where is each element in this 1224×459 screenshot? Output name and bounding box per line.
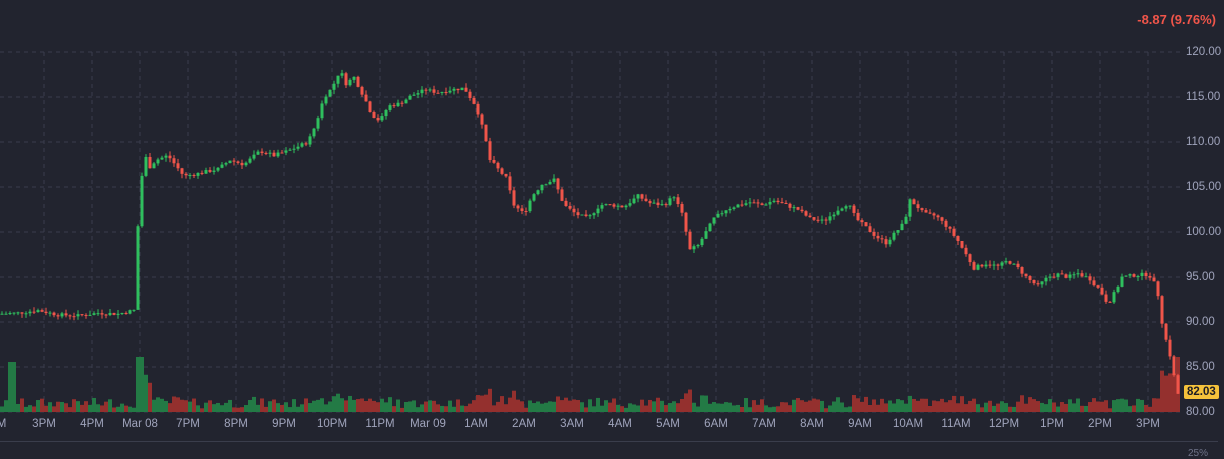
time-tick-label: 10PM xyxy=(316,418,348,430)
last-price-badge: 82.03 xyxy=(1184,385,1219,399)
price-tick-label: 85.00 xyxy=(1186,361,1215,373)
time-tick-label: 11PM xyxy=(365,418,395,430)
time-tick-label: 10AM xyxy=(892,418,924,430)
time-tick-label: 8AM xyxy=(800,418,824,430)
time-tick-label: 7PM xyxy=(176,418,200,430)
time-tick-label: M xyxy=(0,418,7,430)
price-tick-label: 90.00 xyxy=(1186,316,1215,328)
time-tick-label: 3PM xyxy=(1136,418,1160,430)
time-tick-label: 9AM xyxy=(848,418,872,430)
time-tick-label: 1AM xyxy=(464,418,488,430)
price-tick-label: 105.00 xyxy=(1186,181,1222,193)
time-tick-label: 12PM xyxy=(988,418,1020,430)
price-tick-label: 80.00 xyxy=(1186,406,1215,418)
price-change-label: -8.87 (9.76%) xyxy=(1137,12,1216,27)
time-tick-label: 6AM xyxy=(704,418,728,430)
time-tick-label: 7AM xyxy=(752,418,776,430)
price-tick-label: 95.00 xyxy=(1186,271,1215,283)
price-tick-label: 110.00 xyxy=(1186,136,1221,148)
time-tick-label: 1PM xyxy=(1040,418,1064,430)
time-tick-label: 2AM xyxy=(512,418,536,430)
time-tick-label: 5AM xyxy=(656,418,680,430)
price-tick-label: 100.00 xyxy=(1186,226,1222,238)
time-tick-label: 4AM xyxy=(608,418,632,430)
time-tick-label: 8PM xyxy=(224,418,248,430)
time-tick-label: 3PM xyxy=(32,418,56,430)
time-tick-label: 9PM xyxy=(272,418,296,430)
time-tick-label: 3AM xyxy=(560,418,584,430)
price-tick-label: 120.00 xyxy=(1186,46,1222,58)
time-tick-label: 4PM xyxy=(80,418,104,430)
time-tick-label: Mar 09 xyxy=(410,418,446,430)
time-tick-label: 11AM xyxy=(941,418,971,430)
time-tick-label: Mar 08 xyxy=(122,418,158,430)
pane-divider[interactable] xyxy=(0,441,1218,442)
time-tick-label: 2PM xyxy=(1088,418,1112,430)
pane-scale-stub: 25% xyxy=(1188,448,1209,459)
price-tick-label: 115.00 xyxy=(1186,91,1221,103)
